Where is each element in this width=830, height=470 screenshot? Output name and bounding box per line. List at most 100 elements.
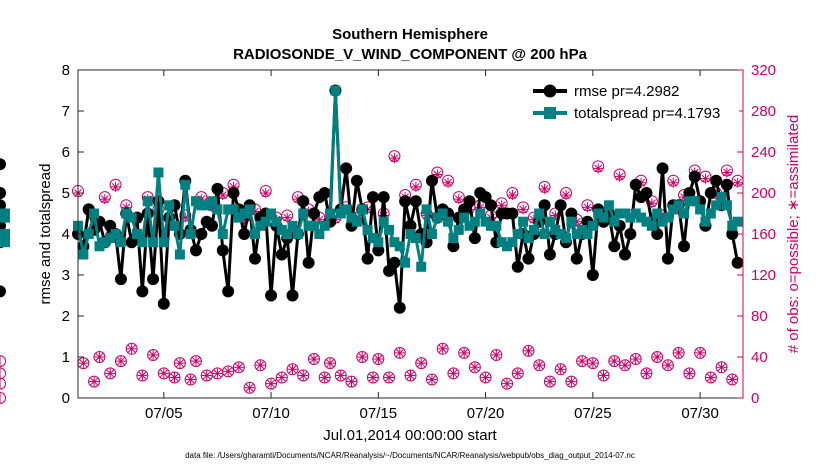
- obs-assimilated-point: [668, 177, 679, 188]
- totalspread-point: [469, 216, 480, 227]
- totalspread-point: [668, 204, 679, 215]
- totalspread-point: [282, 229, 293, 239]
- obs-assimilated-point: [276, 372, 287, 383]
- obs-possible-point: [511, 367, 524, 380]
- rmse-point: [447, 240, 460, 253]
- rmse-point: [227, 187, 240, 199]
- rmse-point: [565, 207, 578, 220]
- rmse-point: [216, 244, 229, 257]
- obs-possible-point: [114, 355, 127, 368]
- obs-assimilated-point: [453, 194, 464, 205]
- totalspread-point: [137, 237, 148, 248]
- obs-assimilated-point: [260, 188, 271, 198]
- totalspread-point: [228, 204, 239, 215]
- totalspread-point: [475, 208, 486, 219]
- totalspread-point: [641, 216, 652, 227]
- obs-possible-point: [0, 355, 6, 368]
- totalspread-point: [603, 200, 614, 211]
- obs-assimilated-point: [716, 362, 727, 373]
- obs-possible-point: [383, 371, 396, 384]
- obs-assimilated-point: [561, 190, 572, 201]
- totalspread-point: [0, 229, 10, 239]
- obs-possible-point: [243, 381, 256, 394]
- totalspread-point: [646, 220, 657, 231]
- totalspread-point: [453, 224, 464, 235]
- obs-assimilated-point: [319, 372, 330, 383]
- obs-assimilated-point: [373, 354, 384, 365]
- obs-possible-point: [286, 363, 299, 376]
- obs-assimilated-point: [255, 360, 266, 371]
- rmse-point: [350, 174, 363, 187]
- totalspread-point: [373, 237, 384, 248]
- obs-possible-point: [554, 363, 567, 376]
- obs-assimilated-point: [491, 349, 502, 360]
- obs-assimilated-point: [244, 382, 255, 393]
- obs-assimilated-point: [212, 368, 223, 379]
- totalspread-point: [105, 233, 116, 244]
- rmse-point: [731, 256, 744, 269]
- obs-assimilated-point: [169, 372, 180, 383]
- legend-rmse-marker: [543, 84, 557, 98]
- obs-assimilated-point: [587, 358, 598, 369]
- totalspread-point: [544, 216, 555, 227]
- obs-assimilated-point: [695, 347, 706, 358]
- totalspread-point: [223, 204, 234, 215]
- totalspread-point: [346, 212, 357, 223]
- totalspread-point: [249, 229, 260, 239]
- totalspread-point: [727, 220, 738, 231]
- totalspread-point: [507, 237, 518, 248]
- totalspread-point: [550, 224, 561, 235]
- totalspread-point: [630, 208, 641, 219]
- rmse-point: [147, 273, 160, 286]
- obs-possible-point: [468, 361, 481, 374]
- obs-assimilated-point: [593, 163, 604, 174]
- obs-assimilated-point: [298, 370, 309, 381]
- totalspread-point: [711, 200, 722, 211]
- totalspread-point: [260, 216, 271, 227]
- obs-assimilated-point: [223, 366, 234, 377]
- obs-assimilated-point: [158, 368, 169, 379]
- totalspread-point: [83, 229, 94, 239]
- totalspread-point: [110, 229, 121, 239]
- y-right-tick-label: 120: [751, 267, 776, 284]
- totalspread-point: [528, 224, 539, 235]
- rmse-point: [152, 195, 165, 208]
- rmse-point: [0, 219, 6, 232]
- obs-possible-point: [173, 357, 186, 370]
- obs-assimilated-point: [700, 173, 711, 184]
- totalspread-point: [432, 212, 443, 223]
- totalspread-point: [561, 233, 572, 244]
- rmse-point: [0, 199, 6, 212]
- obs-possible-point: [265, 377, 278, 390]
- obs-possible-point: [404, 369, 417, 382]
- totalspread-point: [437, 208, 448, 219]
- obs-possible-point: [0, 392, 6, 404]
- rmse-point: [683, 187, 696, 199]
- obs-assimilated-point: [539, 183, 550, 194]
- obs-possible-point: [619, 359, 632, 372]
- totalspread-point: [233, 212, 244, 223]
- obs-assimilated-point: [99, 194, 110, 205]
- obs-assimilated-point: [630, 354, 641, 365]
- totalspread-point: [534, 208, 545, 219]
- obs-possible-point: [533, 359, 546, 372]
- obs-possible-point: [726, 373, 739, 386]
- totalspread-point: [174, 249, 185, 260]
- x-tick-label: 07/25: [574, 405, 612, 422]
- totalspread-point: [700, 216, 711, 227]
- totalspread-point: [351, 216, 362, 227]
- totalspread-point: [389, 237, 400, 248]
- obs-assimilated-point: [502, 378, 513, 389]
- y-axis-label: rmse and totalspread: [37, 164, 54, 305]
- legend-box: [527, 78, 739, 126]
- obs-possible-point: [88, 375, 101, 388]
- totalspread-point: [577, 224, 588, 235]
- obs-assimilated-point: [94, 352, 105, 362]
- rmse-point: [340, 162, 353, 175]
- totalspread-point: [276, 224, 287, 235]
- rmse-point: [307, 207, 320, 220]
- totalspread-point: [308, 220, 319, 231]
- obs-assimilated-point: [732, 177, 743, 188]
- obs-possible-point: [222, 365, 235, 378]
- obs-possible-point: [93, 351, 106, 363]
